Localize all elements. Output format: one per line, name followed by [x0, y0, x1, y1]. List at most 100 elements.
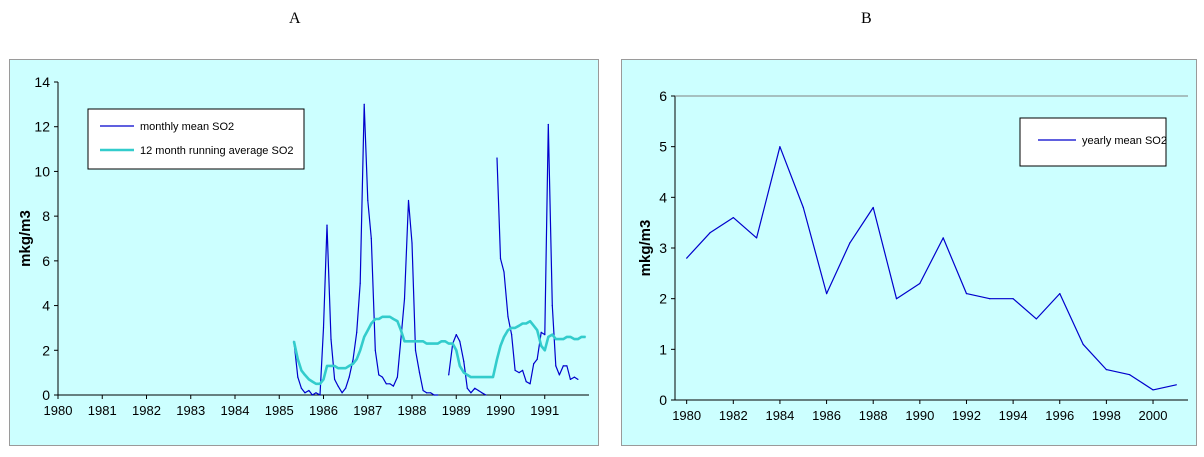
data-point	[459, 365, 461, 367]
data-point	[1059, 293, 1061, 295]
data-point	[577, 338, 579, 340]
data-point	[326, 365, 328, 367]
y-tick-label: 6	[659, 88, 667, 104]
panel-a-label: A	[289, 10, 301, 27]
data-point	[300, 369, 302, 371]
x-tick-label: 1982	[719, 408, 748, 423]
data-point	[418, 372, 421, 374]
data-point	[337, 385, 339, 387]
data-point	[555, 365, 557, 367]
data-point	[895, 298, 898, 300]
data-point	[507, 316, 509, 318]
data-point	[311, 381, 313, 383]
data-point	[551, 334, 553, 336]
data-point	[308, 378, 310, 380]
data-point	[418, 340, 421, 342]
data-point	[297, 376, 299, 378]
data-point	[378, 374, 380, 376]
data-point	[511, 334, 513, 336]
data-point	[322, 378, 325, 380]
y-tick-label: 0	[659, 392, 667, 408]
data-point	[433, 343, 435, 345]
data-point	[448, 343, 450, 345]
data-point	[400, 338, 402, 340]
data-point	[826, 293, 828, 295]
data-point	[337, 367, 339, 369]
data-point	[466, 387, 468, 389]
data-point	[422, 340, 424, 342]
y-tick-label: 5	[659, 139, 667, 155]
series-line-2	[292, 315, 586, 386]
data-point	[392, 385, 394, 387]
data-point	[544, 349, 546, 351]
y-tick-label: 4	[659, 189, 667, 205]
data-point	[403, 340, 406, 342]
x-tick-label: 1984	[765, 408, 794, 423]
y-tick-label: 0	[42, 387, 50, 403]
data-point	[455, 334, 457, 336]
data-point	[849, 242, 851, 244]
data-point	[330, 338, 332, 340]
data-point	[1082, 343, 1084, 345]
data-point	[540, 345, 542, 347]
data-point	[411, 242, 413, 244]
data-point	[481, 392, 483, 394]
x-tick-label: 1988	[859, 408, 888, 423]
chart-b: 0 1 2 3 4 5 6 1980 1982 1984 1986 1988 1990 1992 1994 1…	[637, 88, 1188, 423]
data-point	[356, 331, 358, 333]
data-point	[452, 343, 454, 345]
data-point	[426, 343, 428, 345]
x-tick-label: 1988	[398, 403, 427, 418]
data-point	[326, 224, 328, 226]
x-tick-label: 1998	[1092, 408, 1121, 423]
data-point	[540, 331, 542, 333]
data-point	[389, 316, 391, 318]
data-point	[569, 378, 572, 380]
data-point	[522, 322, 524, 325]
data-point	[430, 343, 432, 345]
data-point	[573, 376, 576, 378]
data-point	[367, 329, 369, 331]
data-point	[359, 282, 361, 284]
data-point	[334, 378, 336, 380]
data-point	[732, 217, 734, 219]
y-axis-label: mkg/m3	[637, 220, 654, 277]
data-point	[345, 367, 347, 369]
chart-a: 0 2 4 6 8 10 12 14 1980 1981 1982 1983 1984 1985 1986 1…	[17, 74, 589, 418]
data-point	[562, 365, 564, 367]
y-tick-label: 1	[659, 341, 667, 357]
x-tick-label: 1987	[353, 403, 382, 418]
data-point	[359, 349, 361, 351]
y-tick-label: 14	[34, 74, 50, 90]
data-point	[1035, 318, 1037, 320]
data-point	[300, 387, 302, 389]
data-point	[518, 325, 520, 327]
data-point	[448, 374, 450, 376]
data-point	[381, 316, 383, 318]
y-axis-label: mkg/m3	[17, 210, 34, 267]
data-point	[352, 363, 354, 365]
data-point	[525, 381, 527, 383]
data-point	[481, 376, 483, 378]
x-tick-label: 1994	[999, 408, 1028, 423]
x-tick-label: 1986	[309, 403, 338, 418]
data-point	[319, 383, 321, 385]
data-point	[367, 199, 369, 202]
data-point	[1152, 389, 1154, 391]
series-line-1	[496, 123, 579, 385]
data-point	[584, 336, 587, 338]
data-point	[536, 358, 538, 360]
data-point	[348, 365, 350, 367]
x-tick-label: 1990	[905, 408, 934, 423]
data-point	[370, 322, 372, 325]
data-point	[315, 392, 317, 394]
data-point	[544, 334, 546, 336]
x-tick-label: 1992	[952, 408, 981, 423]
series-line-1	[293, 103, 438, 396]
data-point	[496, 358, 498, 360]
data-point	[566, 336, 568, 338]
data-point	[477, 389, 479, 392]
legend-label-1: yearly mean SO2	[1082, 135, 1167, 147]
data-point	[872, 206, 874, 209]
data-point	[407, 340, 410, 342]
